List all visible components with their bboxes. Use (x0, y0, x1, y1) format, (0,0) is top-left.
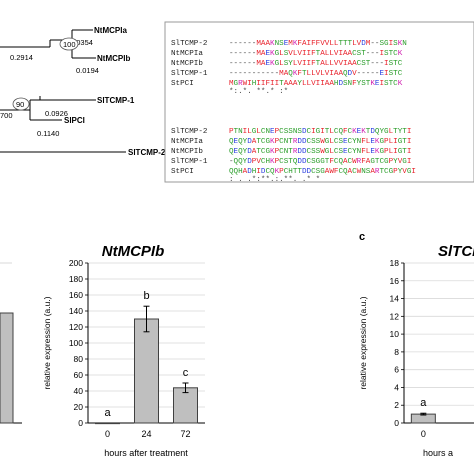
bootstrap-value: 90 (16, 100, 24, 109)
bootstrap-oval (59, 37, 79, 51)
sequence-row: ------MAAKNSEMKFAIFFVVLLTTTLVDM--SGISKN (229, 40, 407, 48)
sequence-row: ------MAEKGLSVLVIIFTALLVIAACST---ISTCK (229, 50, 403, 58)
y-tick-label: 0 (394, 418, 399, 428)
sequence-name: NtMCPIa (171, 138, 203, 146)
y-tick-label: 80 (74, 354, 84, 364)
sequence-row: QEQYDATCGKPCNTRDDCSSWGLCSECYNFLEKGPLIGTI (229, 138, 411, 146)
phylogenetic-tree (0, 29, 126, 153)
sequence-name: StPCI (171, 168, 194, 176)
taxon-label: NtMCPIb (97, 54, 130, 63)
sequence-name: NtMCPIb (171, 60, 203, 68)
sequence-name: StPCI (171, 80, 194, 88)
taxon-label: NtMCPIa (94, 26, 127, 35)
taxon-label: SlTCMP-2 (128, 148, 166, 157)
y-axis-label: relative expression (a.u.) (42, 296, 52, 389)
sequence-row: MGRWIHIIFIITAAAYLLVIIAAHDSNFYSTKEISTCK (229, 80, 403, 88)
sequence-name: NtMCPIb (171, 148, 203, 156)
y-tick-label: 2 (394, 400, 399, 410)
sequence-row: ------MAEKGLSYLVIIFTALLVVIAACST---ISTC (229, 60, 403, 68)
consensus-line: *:.*. **.* :* (229, 88, 288, 96)
branch-length: 0.2914 (10, 53, 33, 62)
y-axis-label: relative expression (a.u.) (358, 296, 368, 389)
x-tick-label: 0 (105, 429, 110, 439)
x-tick-label: 72 (180, 429, 190, 439)
y-tick-label: 10 (390, 329, 400, 339)
y-tick-label: 160 (69, 290, 83, 300)
significance-letter: c (183, 367, 189, 379)
bar (0, 312, 14, 424)
y-tick-label: 120 (69, 322, 83, 332)
y-tick-label: 0 (78, 418, 83, 428)
y-tick-label: 8 (394, 347, 399, 357)
x-axis-label: hours a (423, 448, 453, 458)
alignment-panel (164, 21, 474, 183)
branch-length: 0.0354 (70, 38, 93, 47)
significance-letter: b (143, 290, 149, 302)
significance-letter: a (420, 397, 427, 409)
chart-title: SlTCM (438, 243, 474, 260)
y-tick-label: 12 (390, 311, 400, 321)
bar (95, 422, 120, 425)
x-axis-label: hours after treatment (104, 448, 188, 458)
bar-chart-sltcm: 0 2 4 6 8 10 12 14 16 18 a 0 hours a relative express… (358, 258, 474, 458)
branch-length: 700 (0, 111, 13, 120)
y-tick-label: 16 (390, 276, 400, 286)
chart-title: NtMCPIb (102, 243, 165, 260)
sequence-name: NtMCPIa (171, 50, 203, 58)
bar (173, 387, 198, 424)
sequence-row: -QQYDPVCHKPCSTQDDCSGGTFCQACWRFAGTCGPYVGI (229, 158, 411, 166)
sequence-name: SlTCMP-2 (171, 40, 208, 48)
x-tick-label: 0 (421, 429, 426, 439)
sequence-row: QEQYDATCGKPCNTRDDCSSWGLCSECYNFLEKGPLIGTI (229, 148, 411, 156)
panel-label-c: c (359, 231, 365, 243)
bootstrap-value: 100 (63, 40, 76, 49)
taxon-label: SlPCI (64, 116, 85, 125)
sequence-name: SlTCMP-2 (171, 128, 208, 136)
branch-length: 0.1140 (37, 129, 59, 138)
taxon-label: SlTCMP-1 (97, 96, 135, 105)
y-tick-label: 6 (394, 365, 399, 375)
significance-letter: a (104, 407, 111, 419)
bar-chart-ntmcpib: 0 20 40 60 80 100 120 140 160 180 200 a 0 b 24 c 72 hours… (42, 258, 205, 458)
y-tick-label: 20 (74, 402, 84, 412)
y-tick-label: 200 (69, 258, 83, 268)
x-tick-label: 24 (141, 429, 151, 439)
bootstrap-oval (12, 97, 30, 111)
y-tick-label: 180 (69, 274, 83, 284)
sequence-name: SlTCMP-1 (171, 158, 208, 166)
y-tick-label: 18 (390, 258, 400, 268)
y-tick-label: 60 (74, 370, 84, 380)
bar (134, 318, 159, 424)
bar-chart-left (0, 262, 22, 424)
y-tick-label: 140 (69, 306, 83, 316)
sequence-row: -----------MAQKFTLLVLVIAAQDV-----EISTC (229, 70, 403, 78)
sequence-row: PTNILGLCNEPCSSNSDCIGITLCQFCKEKTDQYGLTYTI (229, 128, 411, 136)
branch-length: 0.0926 (45, 109, 68, 118)
sequence-row: QQHADHIDCQKPCHTTDDCSGAWFCQACWNSARTCGPYVG… (229, 168, 416, 176)
y-tick-label: 100 (69, 338, 83, 348)
y-tick-label: 4 (394, 382, 399, 392)
branch-length: 0.0194 (76, 66, 99, 75)
y-tick-label: 40 (74, 386, 84, 396)
sequence-name: SlTCMP-1 (171, 70, 208, 78)
y-tick-label: 14 (390, 294, 400, 304)
consensus-line: : . .*:**.:.**. .* * (229, 176, 320, 184)
